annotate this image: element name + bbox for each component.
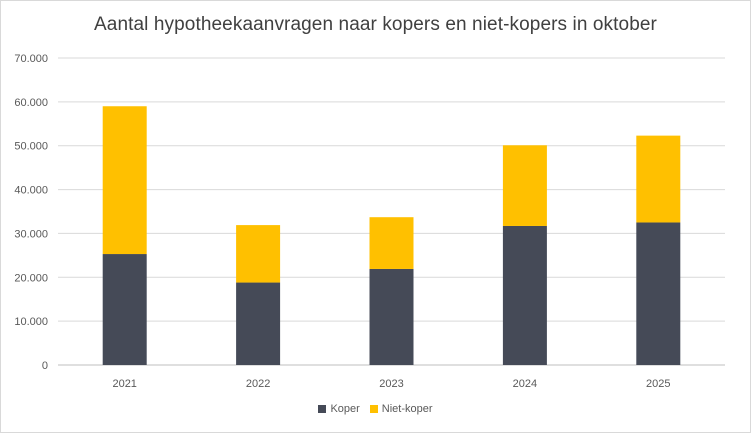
x-tick-label: 2025	[646, 378, 670, 390]
bar-niet-koper-2022	[236, 225, 281, 283]
x-tick-label: 2022	[246, 378, 270, 390]
y-tick-label: 20.000	[14, 272, 48, 284]
x-tick-label: 2024	[513, 378, 537, 390]
y-tick-label: 0	[42, 360, 48, 372]
bar-niet-koper-2021	[102, 106, 147, 255]
legend: Koper Niet-koper	[0, 403, 751, 415]
y-tick-label: 30.000	[14, 228, 48, 240]
legend-swatch	[369, 405, 378, 413]
bar-koper-2025	[636, 222, 681, 365]
legend-label: Koper	[330, 403, 360, 415]
y-tick-label: 60.000	[14, 97, 48, 109]
legend-swatch	[318, 405, 327, 413]
legend-label: Niet-koper	[381, 403, 433, 415]
chart-title: Aantal hypotheekaanvragen naar kopers en…	[94, 14, 657, 35]
legend-item-niet-koper: Niet-koper	[369, 403, 433, 415]
y-tick-label: 40.000	[14, 185, 48, 197]
x-tick-label: 2023	[379, 378, 403, 390]
bar-niet-koper-2025	[636, 135, 681, 223]
y-tick-label: 10.000	[14, 316, 48, 328]
x-tick-label: 2021	[112, 378, 136, 390]
bar-koper-2021	[102, 254, 147, 365]
y-tick-label: 70.000	[14, 53, 48, 65]
bar-koper-2022	[236, 282, 281, 365]
legend-item-koper: Koper	[318, 403, 360, 415]
bar-koper-2023	[369, 268, 414, 365]
bar-niet-koper-2024	[502, 145, 547, 226]
bar-koper-2024	[502, 225, 547, 365]
bar-niet-koper-2023	[369, 217, 414, 269]
y-tick-label: 50.000	[14, 141, 48, 153]
